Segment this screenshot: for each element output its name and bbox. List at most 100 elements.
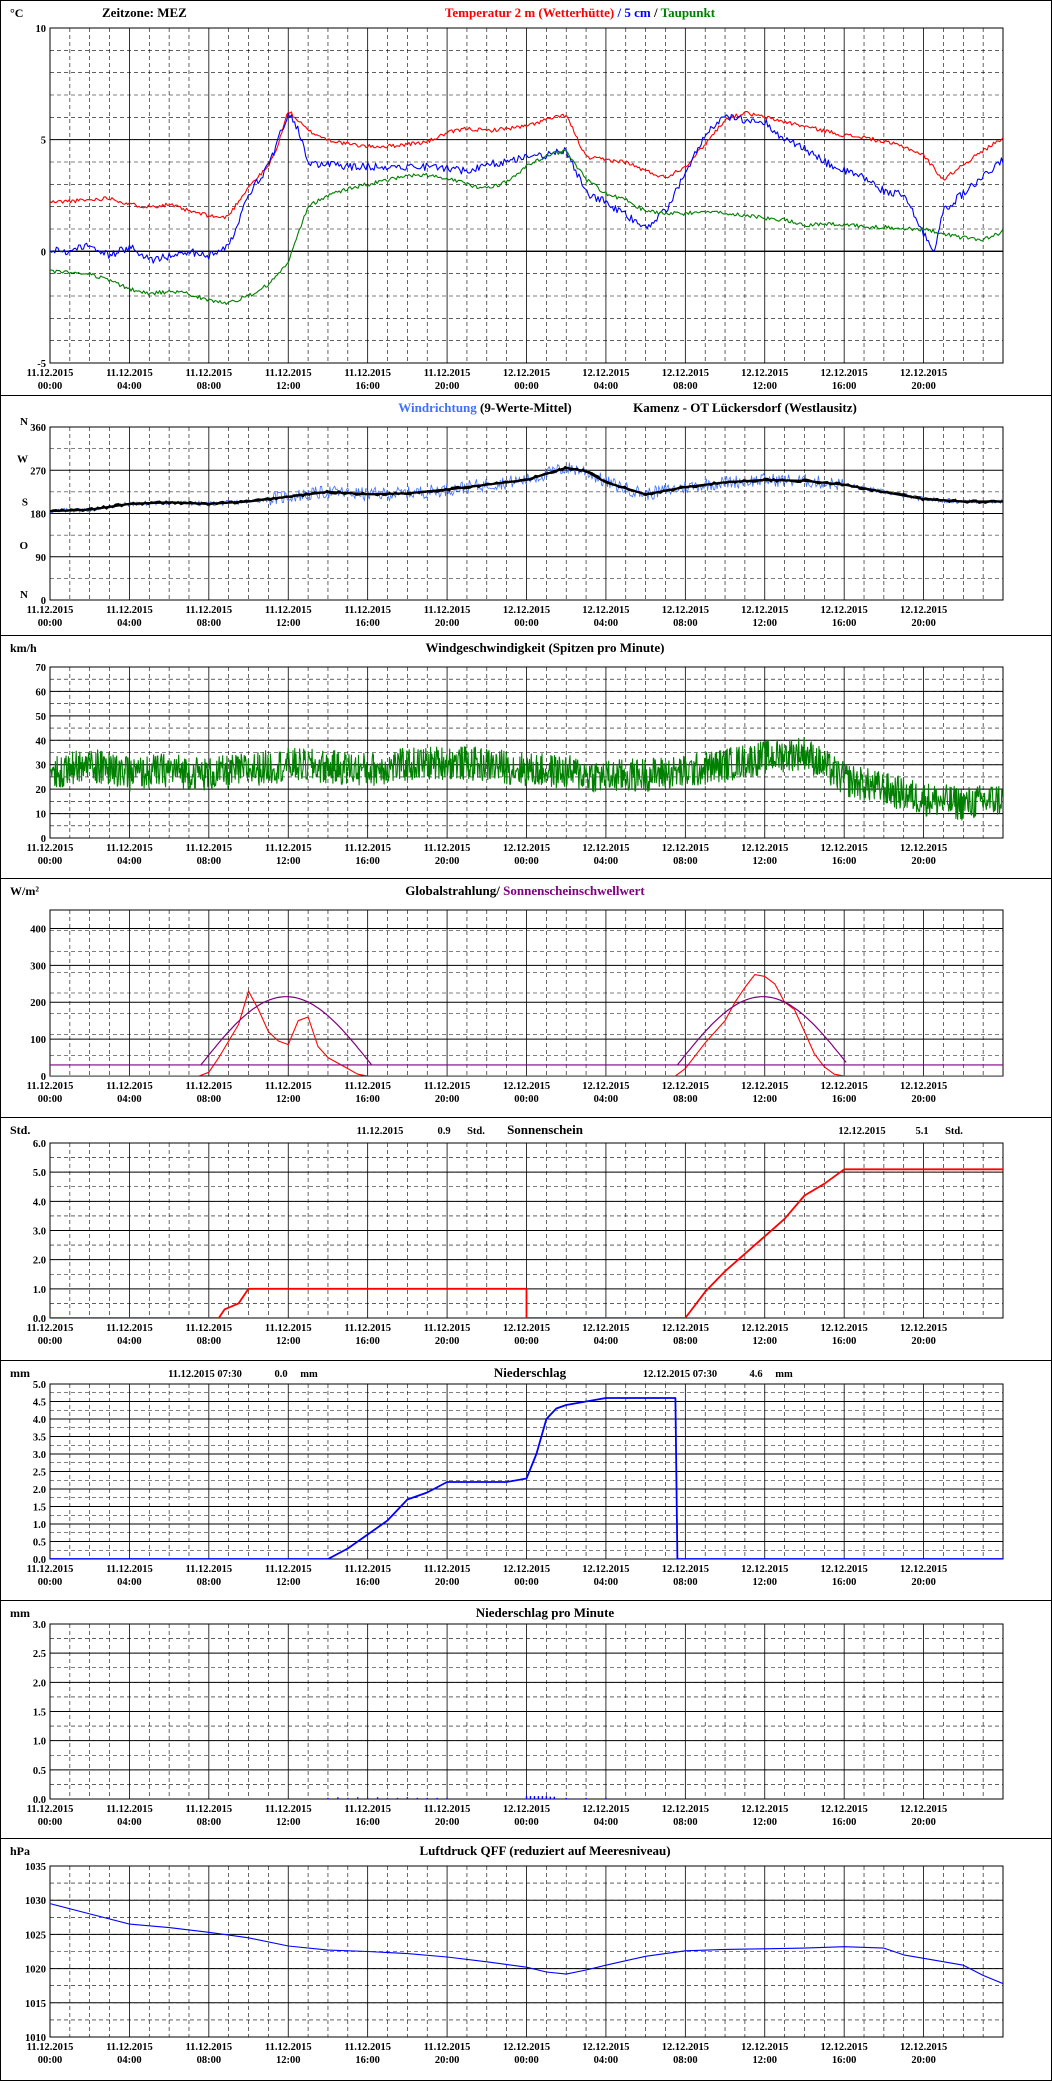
x-tick-time: 16:00	[355, 1336, 380, 1347]
panel-temp: -5 0 5 10 °C 11.12.2015 00:00 11.12.2015 04:00 11…	[10, 5, 1004, 392]
x-tick-date: 12.12.2015	[821, 843, 868, 854]
x-tick-time: 12:00	[753, 1817, 778, 1828]
unit-label: Std.	[10, 1123, 30, 1137]
y-tick-label: 1.0	[33, 1520, 46, 1531]
x-tick-time: 04:00	[594, 618, 619, 629]
data-layer	[50, 1397, 1003, 1559]
panel-precip: 0.00.51.01.52.02.53.03.54.04.55.0mm11.12…	[0, 1360, 1052, 1588]
x-tick-date: 12.12.2015	[503, 605, 550, 616]
compass-label: S	[22, 497, 28, 509]
y-tick-label: 0	[41, 596, 46, 607]
series-5-cm	[50, 112, 1003, 264]
day1-date: 11.12.2015 07:30	[168, 1369, 242, 1380]
x-tick-date: 12.12.2015	[741, 1081, 788, 1092]
x-tick-date: 11.12.2015	[185, 1804, 232, 1815]
y-tick-label: 4.0	[33, 1197, 46, 1208]
x-tick-time: 08:00	[197, 856, 222, 867]
x-tick-time: 00:00	[38, 618, 63, 629]
x-tick-date: 11.12.2015	[344, 1323, 391, 1334]
x-tick-time: 16:00	[355, 1817, 380, 1828]
panel-wind_dir: 0N90O180S270W360N11.12.201500:0011.12.20…	[0, 395, 1052, 629]
x-tick-time: 12:00	[276, 1577, 301, 1588]
x-tick-time: 04:00	[594, 2055, 619, 2066]
x-tick-time: 20:00	[911, 1817, 936, 1828]
x-tick-date: 12.12.2015	[741, 605, 788, 616]
y-tick-label: 0	[41, 247, 46, 258]
x-tick-date: 11.12.2015	[344, 2042, 391, 2053]
x-tick-time: 04:00	[117, 1577, 142, 1588]
chart-title: Sonnenschein	[507, 1122, 584, 1137]
x-tick-date: 11.12.2015	[185, 368, 232, 379]
x-tick-time: 12:00	[753, 2055, 778, 2066]
x-tick-date: 12.12.2015	[662, 843, 709, 854]
y-tick-label: 1030	[25, 1896, 46, 1907]
unit-label: mm	[10, 1606, 30, 1620]
y-tick-label: 10	[36, 24, 47, 35]
y-tick-label: 2.0	[33, 1256, 46, 1267]
title-part: 5 cm	[624, 5, 651, 20]
x-tick-date: 11.12.2015	[424, 605, 471, 616]
x-tick-date: 11.12.2015	[27, 1323, 74, 1334]
x-tick-date: 11.12.2015	[185, 605, 232, 616]
x-tick-date: 12.12.2015	[900, 1081, 947, 1092]
x-tick-date: 11.12.2015	[27, 368, 74, 379]
day2-unit: mm	[775, 1369, 793, 1380]
x-tick-time: 00:00	[38, 381, 63, 392]
x-tick-time: 20:00	[435, 381, 460, 392]
x-tick-time: 04:00	[117, 2055, 142, 2066]
x-tick-time: 08:00	[197, 1094, 222, 1105]
y-tick-label: 0.5	[33, 1538, 46, 1549]
y-tick-label: 1025	[25, 1930, 46, 1941]
x-tick-date: 11.12.2015	[424, 2042, 471, 2053]
x-tick-time: 12:00	[276, 618, 301, 629]
x-tick-date: 12.12.2015	[582, 368, 629, 379]
x-tick-date: 11.12.2015	[344, 843, 391, 854]
x-tick-time: 20:00	[911, 1336, 936, 1347]
x-tick-time: 16:00	[355, 381, 380, 392]
x-tick-date: 11.12.2015	[106, 1804, 153, 1815]
y-tick-label: 5.0	[33, 1380, 46, 1391]
x-tick-date: 12.12.2015	[741, 2042, 788, 2053]
y-tick-label: 180	[30, 510, 46, 521]
series-temperatur-2-m-wetterh-tte-	[50, 110, 1003, 220]
x-tick-date: 12.12.2015	[900, 1564, 947, 1575]
x-tick-time: 04:00	[117, 381, 142, 392]
chart-title: Globalstrahlung/ Sonnenscheinschwellwert	[405, 883, 645, 898]
x-tick-time: 08:00	[673, 1817, 698, 1828]
station-name: Kamenz - OT Lückersdorf (Westlausitz)	[633, 400, 857, 415]
x-tick-date: 11.12.2015	[185, 1323, 232, 1334]
y-tick-label: 3.0	[33, 1227, 46, 1238]
x-tick-time: 00:00	[38, 1577, 63, 1588]
x-tick-date: 11.12.2015	[265, 1323, 312, 1334]
x-tick-time: 12:00	[753, 381, 778, 392]
x-tick-date: 12.12.2015	[900, 843, 947, 854]
x-tick-date: 12.12.2015	[741, 843, 788, 854]
title-part: Sonnenscheinschwellwert	[503, 883, 645, 898]
x-tick-date: 12.12.2015	[503, 2042, 550, 2053]
x-tick-date: 12.12.2015	[503, 843, 550, 854]
y-tick-label: 2.0	[33, 1678, 46, 1689]
compass-label: N	[20, 589, 28, 601]
y-tick-label: 1.0	[33, 1737, 46, 1748]
unit-label: W/m²	[10, 884, 39, 898]
x-tick-time: 16:00	[355, 1094, 380, 1105]
x-tick-time: 20:00	[435, 1094, 460, 1105]
compass-label: N	[20, 416, 28, 428]
x-tick-date: 11.12.2015	[27, 1804, 74, 1815]
x-tick-date: 12.12.2015	[900, 1804, 947, 1815]
chart-title: Windrichtung (9-Werte-Mittel)	[398, 400, 571, 415]
x-tick-date: 12.12.2015	[503, 1564, 550, 1575]
series-windgeschwindigkeit	[50, 737, 1003, 821]
y-tick-label: 0	[41, 1072, 46, 1083]
x-tick-date: 12.12.2015	[821, 1323, 868, 1334]
x-tick-date: 12.12.2015	[582, 605, 629, 616]
x-tick-date: 12.12.2015	[582, 1081, 629, 1092]
y-tick-label: 0.5	[33, 1766, 46, 1777]
y-tick-label: 0.0	[33, 1555, 46, 1566]
y-tick-label: 270	[30, 466, 46, 477]
x-tick-time: 12:00	[753, 618, 778, 629]
panel-wind_speed: 0 10 20 30 40 50 60 70 km/h 11.12.2015 00:00 11.12.…	[0, 635, 1052, 867]
x-tick-time: 04:00	[117, 1336, 142, 1347]
x-tick-time: 16:00	[832, 1817, 857, 1828]
y-tick-label: 1.5	[33, 1708, 46, 1719]
